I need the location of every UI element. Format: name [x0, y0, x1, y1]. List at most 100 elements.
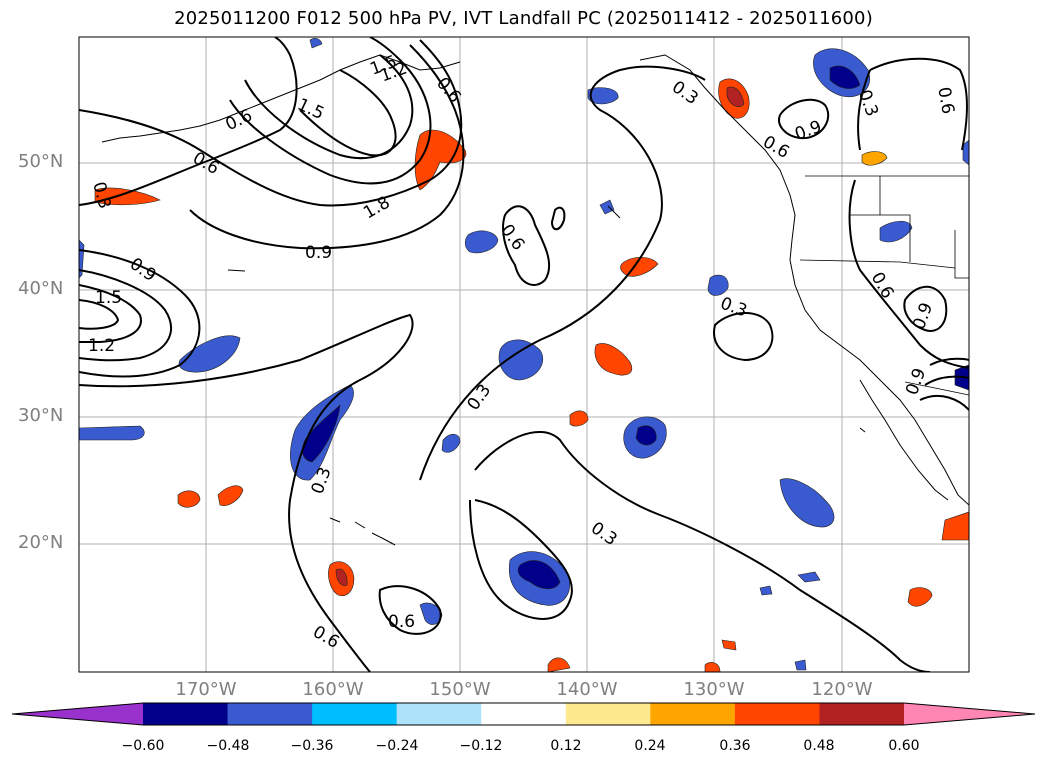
pos-patch-7: [177, 490, 201, 508]
neg-patch-7: [178, 335, 241, 373]
pv-contour-0.6-north: [79, 39, 463, 207]
neg-patch-9: [464, 230, 499, 254]
pv-contour-0.6-small: [550, 206, 566, 231]
contour-label: 1.5: [95, 288, 122, 308]
latitude-tick-label: 30°N: [18, 405, 64, 426]
neg-patch-14: [441, 433, 461, 453]
coastline-hawaii: [329, 517, 396, 546]
pv-contour-west-0.9: [79, 249, 201, 378]
colorbar-tick-label: 0.60: [888, 738, 920, 754]
pos-patch-9: [941, 511, 969, 541]
pos-patch-6: [94, 187, 161, 206]
longitude-tick-label: 170°W: [175, 679, 237, 700]
colorbar-segment: [819, 703, 905, 725]
neg-patch-18: [962, 139, 969, 166]
neg-patch-3-core: [635, 425, 657, 446]
pv-contour-west-1.2: [79, 269, 172, 362]
neg-patch-13: [419, 602, 443, 625]
border-states-2: [879, 176, 911, 262]
colorbar-tick-label: −0.12: [459, 738, 503, 754]
neg-patch-4: [498, 339, 544, 381]
latitude-tick-label: 40°N: [18, 278, 64, 299]
contour-label: 0.9: [305, 243, 332, 263]
pv-contour-east-0.6-b: [848, 179, 969, 369]
longitude-tick-label: 140°W: [556, 679, 618, 700]
colorbar-segment: [396, 703, 482, 725]
longitude-tick-label: 130°W: [683, 679, 745, 700]
colorbar: [11, 702, 1036, 726]
border-us-mexico: [904, 381, 969, 396]
pv-contour-0.3-southwest: [469, 499, 573, 620]
colorbar-segment: [227, 703, 313, 725]
colorbar-extend-low: [12, 703, 143, 725]
neg-patch-21: [794, 659, 807, 671]
border-states-1: [799, 259, 956, 269]
neg-patch-1-core: [302, 404, 341, 463]
neg-patch-12: [879, 220, 913, 243]
colorbar-segments: [12, 703, 1035, 725]
neg-patch-8: [79, 425, 145, 441]
colorbar-tick-label: −0.24: [375, 738, 419, 754]
coastline-alaska-south: [379, 54, 461, 71]
coastline-baja: [859, 379, 949, 501]
pv-contour-0.9-northeast: [778, 98, 830, 140]
colorbar-segment: [650, 703, 736, 725]
pv-contour-0.6-closed-center: [502, 205, 551, 286]
neg-patch-11: [707, 274, 729, 296]
pv-contour-west-1.8: [79, 299, 120, 330]
neg-patch-16: [599, 199, 615, 215]
colorbar-segment: [481, 703, 567, 725]
longitude-tick-label: 120°W: [811, 679, 873, 700]
pv-contour-1.2: [229, 37, 432, 185]
colorbar-outline: [11, 702, 1036, 726]
pv-contour-0.3-main: [79, 313, 414, 672]
colorbar-tick-label: 0.36: [719, 738, 751, 754]
pv-contour-west-1.5: [79, 284, 142, 343]
neg-patch-20: [759, 585, 773, 596]
map-figure: 0.3 0.6 1.2 1.5 0.6 1.5 1.8 0.9 0.9 1.5 …: [78, 36, 970, 673]
coastlines: [101, 54, 969, 546]
pv-contour-0.3-east-loop: [713, 312, 774, 362]
pv-contour-0.3-south: [474, 430, 931, 672]
colorbar-tick-label: 0.48: [803, 738, 835, 754]
pv-contour-outer: [79, 37, 298, 206]
neg-patch-5-core: [829, 65, 861, 89]
colorbar-tick-label: −0.60: [121, 738, 165, 754]
pv-contour-0.9: [189, 44, 465, 250]
neg-patch-19: [797, 571, 821, 583]
colorbar-segment: [312, 703, 398, 725]
gridlines: [79, 37, 969, 672]
colorbar-tick-label: 0.24: [634, 738, 666, 754]
pv-contour-east-nested: [919, 357, 969, 411]
figure-title: 2025011200 F012 500 hPa PV, IVT Landfall…: [174, 8, 873, 29]
pos-patch-8: [217, 485, 244, 506]
neg-patch-2-core: [517, 560, 561, 590]
colorbar-tick-label: 0.12: [550, 738, 582, 754]
pv-contour-1.8: [299, 69, 397, 157]
latitude-tick-label: 20°N: [18, 532, 64, 553]
latitude-tick-label: 50°N: [18, 151, 64, 172]
political-borders: [799, 175, 969, 396]
pos-patch-4: [594, 343, 632, 376]
pos-patch-15: [704, 662, 721, 672]
contour-label: 0.6: [388, 612, 415, 632]
pv-contour-east-0.6: [857, 57, 968, 151]
colorbar-tick-label: −0.48: [206, 738, 250, 754]
pv-contour-0.3-central: [419, 65, 706, 481]
colorbar-segment: [143, 703, 229, 725]
contour-label: 1.2: [88, 336, 115, 356]
coastline-north-america: [639, 54, 969, 506]
neg-patch-17: [309, 38, 323, 49]
pos-patch-13: [721, 639, 737, 651]
pos-patch-12: [569, 410, 589, 427]
pv-contours: [79, 37, 969, 672]
coastline-islands: [227, 205, 866, 433]
pos-patch-11: [907, 587, 933, 607]
pv-contour-east-0.9: [903, 285, 948, 332]
pv-contour-0.6-south: [378, 585, 442, 635]
contour-label: 0.6: [933, 86, 957, 116]
map-frame: [78, 36, 970, 673]
colorbar-segment: [734, 703, 820, 725]
colorbar-segment: [565, 703, 651, 725]
pos-patch-3-core: [335, 568, 348, 586]
